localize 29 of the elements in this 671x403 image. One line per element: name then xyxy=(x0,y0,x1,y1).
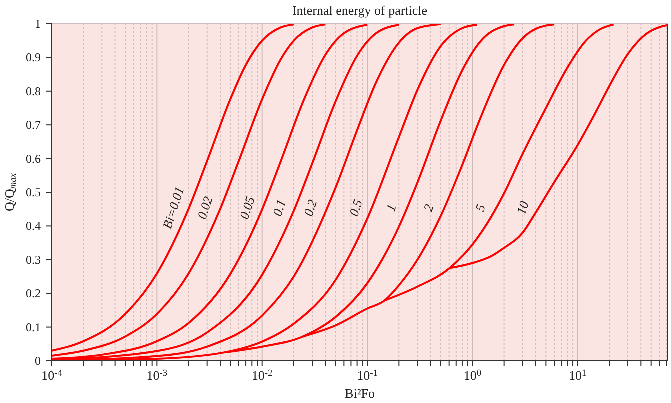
y-tick-label: 0.3 xyxy=(26,252,41,267)
x-tick-label: 10$^{1}$ xyxy=(569,368,587,383)
y-tick-label: 0.2 xyxy=(26,286,41,301)
x-tick-label: 10$^{-3}$ xyxy=(146,368,168,383)
x-axis-title: Bi²Fo xyxy=(345,386,375,401)
text: 5 xyxy=(472,202,489,214)
chart-title: Internal energy of particle xyxy=(291,3,429,19)
text: 0.2 xyxy=(300,197,320,218)
y-tick-label: 1 xyxy=(35,17,41,31)
y-tick-label: 0.1 xyxy=(26,320,41,334)
y-tick-label: 0.5 xyxy=(26,186,41,200)
y-tick-label: 0.9 xyxy=(26,50,41,65)
text: 0.05 xyxy=(236,194,258,222)
text: 0.5 xyxy=(346,197,366,218)
text: 1 xyxy=(383,202,400,214)
y-tick-label: 0 xyxy=(35,354,41,368)
y-tick-label: 0.7 xyxy=(26,118,41,132)
text: 10 xyxy=(514,198,532,216)
x-tick-label: 10$^{-1}$ xyxy=(357,368,378,383)
x-tick-label: 10$^{-4}$ xyxy=(42,368,63,383)
text: 2 xyxy=(420,202,437,214)
y-tick-label: 0.4 xyxy=(26,219,41,234)
y-tick-label: 0.8 xyxy=(26,84,41,98)
text: 0.02 xyxy=(194,194,216,222)
x-tick-label: 10$^{0}$ xyxy=(464,368,482,383)
y-tick-label: 0.6 xyxy=(26,152,41,166)
x-tick-label: 10$^{-2}$ xyxy=(252,368,274,383)
text: 0.1 xyxy=(270,198,290,218)
text: Bi=0.01 xyxy=(160,185,188,231)
